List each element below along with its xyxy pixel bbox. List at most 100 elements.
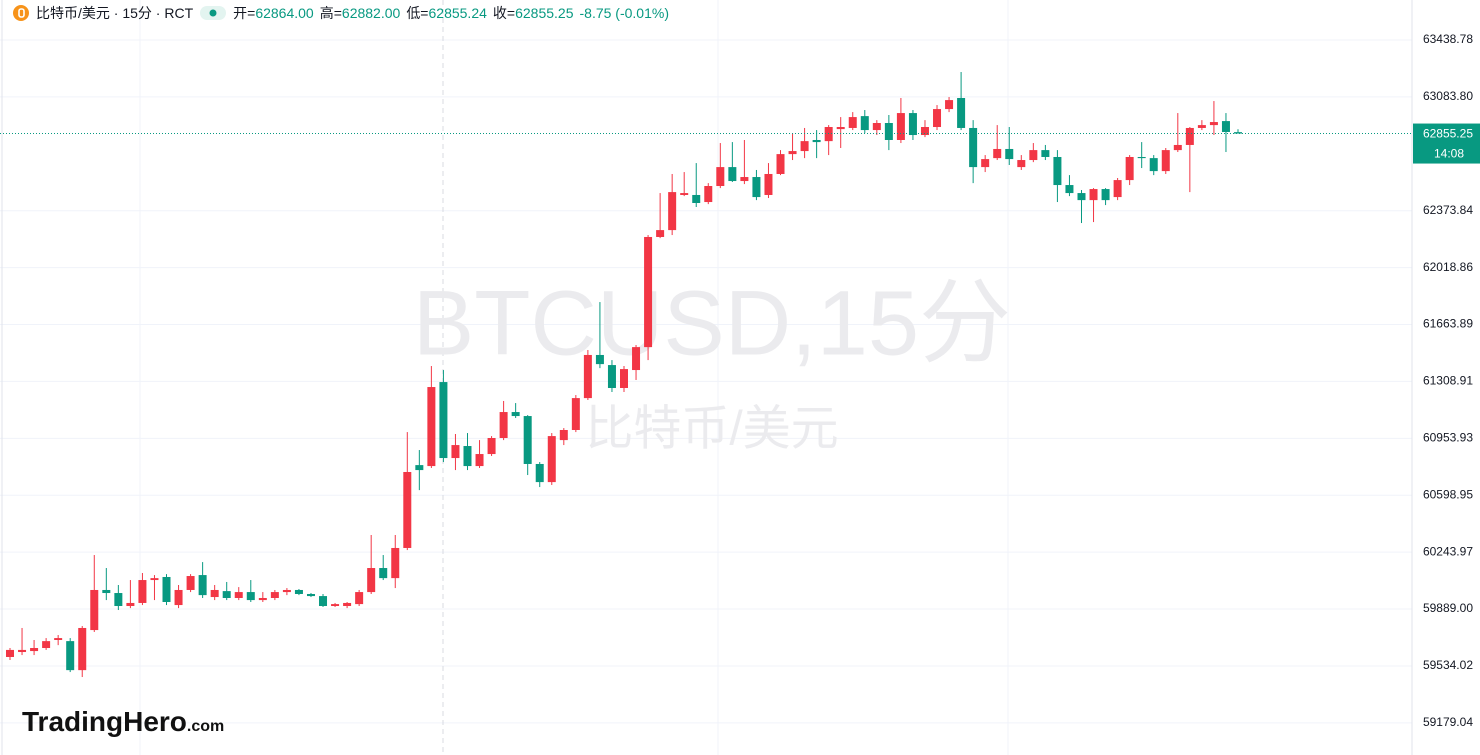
status-pill[interactable] <box>199 4 227 22</box>
candle-body <box>836 127 845 130</box>
y-tick-label: 62373.84 <box>1423 203 1473 217</box>
candle-body <box>1101 189 1110 201</box>
candle-body <box>571 398 580 430</box>
candle-body <box>812 139 821 143</box>
candle-body <box>776 154 785 174</box>
watermark-sub: 比特币/美元 <box>585 403 838 456</box>
candle-body <box>54 638 63 640</box>
ohlc-key: 开= <box>233 5 256 21</box>
candle-body <box>30 648 39 652</box>
countdown-label: 14:08 <box>1434 147 1464 161</box>
candle-body <box>595 354 604 365</box>
y-tick-label: 60598.95 <box>1423 487 1473 501</box>
candle-body <box>800 141 809 152</box>
candle-body <box>1185 127 1194 145</box>
candle-body <box>1149 158 1158 172</box>
candle-body <box>391 547 400 579</box>
candle-body <box>632 347 641 371</box>
candle-body <box>1041 150 1050 157</box>
candle-body <box>379 568 388 579</box>
ohlc-value: 62855.24 <box>428 5 487 21</box>
candle-body <box>463 446 472 467</box>
candle-body <box>1077 193 1086 201</box>
candle-body <box>716 167 725 187</box>
candle-body <box>933 109 942 128</box>
watermark: BTCUSD,15分 <box>413 272 1011 374</box>
y-tick-label: 63083.80 <box>1423 89 1473 103</box>
candle-body <box>234 592 243 598</box>
candle-body <box>66 641 75 671</box>
candle-body <box>18 649 27 653</box>
ohlc-key: 收= <box>492 5 516 21</box>
change: -8.75 (-0.01%) <box>579 5 669 21</box>
candle-body <box>728 167 737 182</box>
candle-body <box>896 113 905 140</box>
candle-body <box>415 465 424 471</box>
candle-body <box>150 578 159 581</box>
candle-body <box>1221 121 1230 132</box>
ohlc-value: 62855.25 <box>515 5 574 21</box>
candle-body <box>511 412 520 417</box>
candle-body <box>1197 125 1206 128</box>
y-tick-label: 59179.04 <box>1423 715 1473 729</box>
candle-body <box>620 369 628 388</box>
candle-body <box>872 123 881 131</box>
candle-body <box>1125 156 1134 181</box>
candle-body <box>427 387 436 467</box>
logo: TradingHero.com <box>22 706 224 738</box>
candle-body <box>126 602 135 607</box>
candle-body <box>439 382 448 459</box>
candle-body <box>186 576 195 590</box>
candle-body <box>331 604 340 607</box>
candle-body <box>367 568 376 593</box>
candle-body <box>174 589 183 606</box>
candle-body <box>343 602 352 607</box>
candle-body <box>981 159 990 168</box>
candle-body <box>270 592 279 598</box>
candle-body <box>704 186 713 203</box>
candle-body <box>908 113 917 136</box>
candle-body <box>1065 185 1074 194</box>
coin-icon <box>13 5 29 21</box>
candle-body <box>355 592 364 605</box>
candle-body <box>535 463 544 483</box>
ohlc-key: 高= <box>319 5 342 21</box>
candle-body <box>1234 132 1242 134</box>
candle-body <box>1089 189 1098 201</box>
candle-body <box>138 580 147 603</box>
candle-body <box>210 589 219 598</box>
ohlc-value: 62882.00 <box>341 5 401 21</box>
candle-body <box>644 236 653 348</box>
candle-body <box>1173 144 1182 151</box>
candle-body <box>957 97 966 128</box>
candle-body <box>692 194 701 203</box>
candle-body <box>258 597 267 601</box>
legend-header: 比特币/美元 · 15分 · RCT 开=62864.00 高=62882.00 低… <box>12 2 675 24</box>
y-tick-label: 60243.97 <box>1423 544 1473 558</box>
candle-body <box>42 641 51 649</box>
candle-body <box>451 445 460 459</box>
candle-body <box>294 589 303 594</box>
ohlc-value: 62864.00 <box>255 5 314 21</box>
logo-suffix: .com <box>186 718 225 735</box>
candle-body <box>993 148 1002 159</box>
ohlc-key: 低= <box>406 5 429 21</box>
candle-body <box>1017 160 1026 168</box>
symbol: 比特币/美元 · 15分 · RCT <box>36 5 194 21</box>
candle-body <box>222 591 231 598</box>
candle-body <box>680 193 689 195</box>
candle-body <box>740 177 749 182</box>
candle-body <box>523 416 532 464</box>
candle-body <box>788 151 797 155</box>
candle-body <box>162 576 171 603</box>
candle-body <box>306 593 315 597</box>
last-price-box <box>1413 123 1480 164</box>
candle-body <box>945 100 954 110</box>
candle-body <box>860 116 869 131</box>
candle-body <box>1113 180 1122 198</box>
candle-body <box>475 454 484 467</box>
candle-body <box>764 173 773 195</box>
candle-body <box>487 438 496 455</box>
candle-body <box>282 589 291 593</box>
